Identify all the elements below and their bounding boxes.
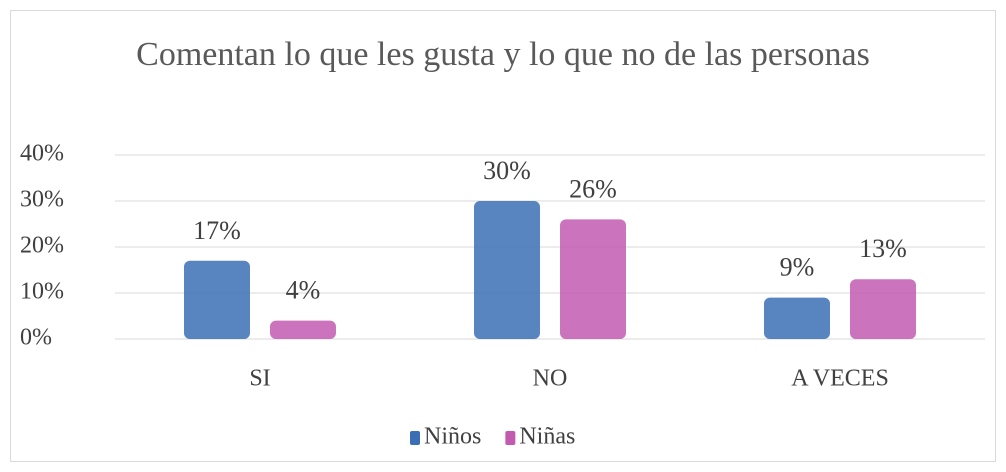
legend-label: Niñas bbox=[519, 424, 575, 450]
y-tick-label: 20% bbox=[20, 233, 64, 259]
bar bbox=[474, 201, 540, 339]
chart-title: Comentan lo que les gusta y lo que no de… bbox=[136, 36, 870, 73]
data-label: 13% bbox=[859, 234, 907, 263]
legend-marker bbox=[410, 431, 420, 445]
y-tick-label: 30% bbox=[20, 187, 64, 213]
chart-border bbox=[10, 10, 996, 462]
legend-label: Niños bbox=[424, 424, 481, 450]
y-tick-label: 0% bbox=[20, 325, 52, 351]
bar bbox=[184, 260, 250, 339]
x-tick-label: SI bbox=[249, 366, 270, 392]
y-tick-label: 40% bbox=[20, 141, 64, 167]
data-label: 4% bbox=[286, 276, 321, 305]
bar bbox=[560, 219, 626, 339]
bar bbox=[270, 320, 336, 339]
data-label: 17% bbox=[193, 216, 241, 245]
data-label: 9% bbox=[780, 253, 815, 282]
data-label: 30% bbox=[483, 156, 531, 185]
x-tick-label: A VECES bbox=[791, 366, 889, 392]
legend-marker bbox=[505, 431, 516, 445]
x-tick-label: NO bbox=[533, 366, 568, 392]
bar bbox=[850, 279, 916, 339]
bar bbox=[764, 297, 830, 339]
data-label: 26% bbox=[569, 174, 617, 203]
y-tick-label: 10% bbox=[20, 279, 64, 305]
